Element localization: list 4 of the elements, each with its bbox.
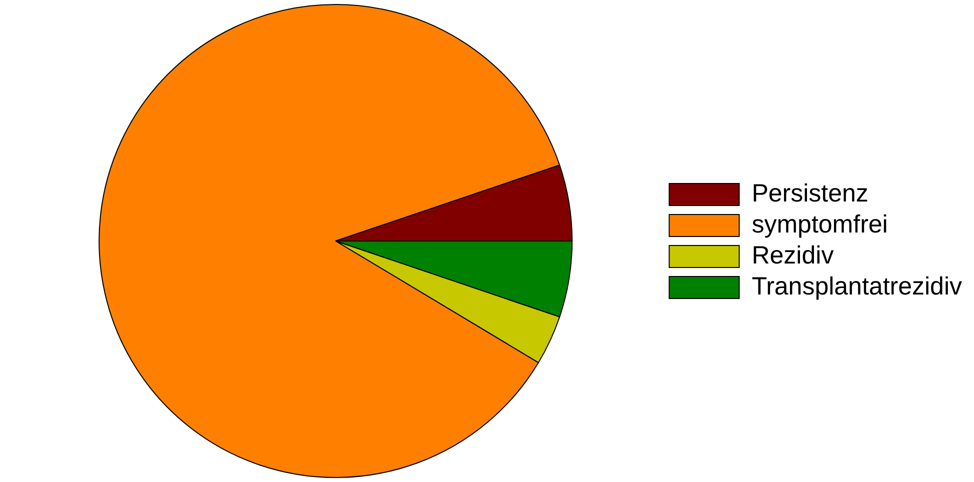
legend-label: Transplantatrezidiv <box>752 272 962 300</box>
legend-label: Persistenz <box>752 179 868 208</box>
legend-label: Rezidiv <box>752 241 834 270</box>
legend-label: symptomfrei <box>752 210 888 238</box>
